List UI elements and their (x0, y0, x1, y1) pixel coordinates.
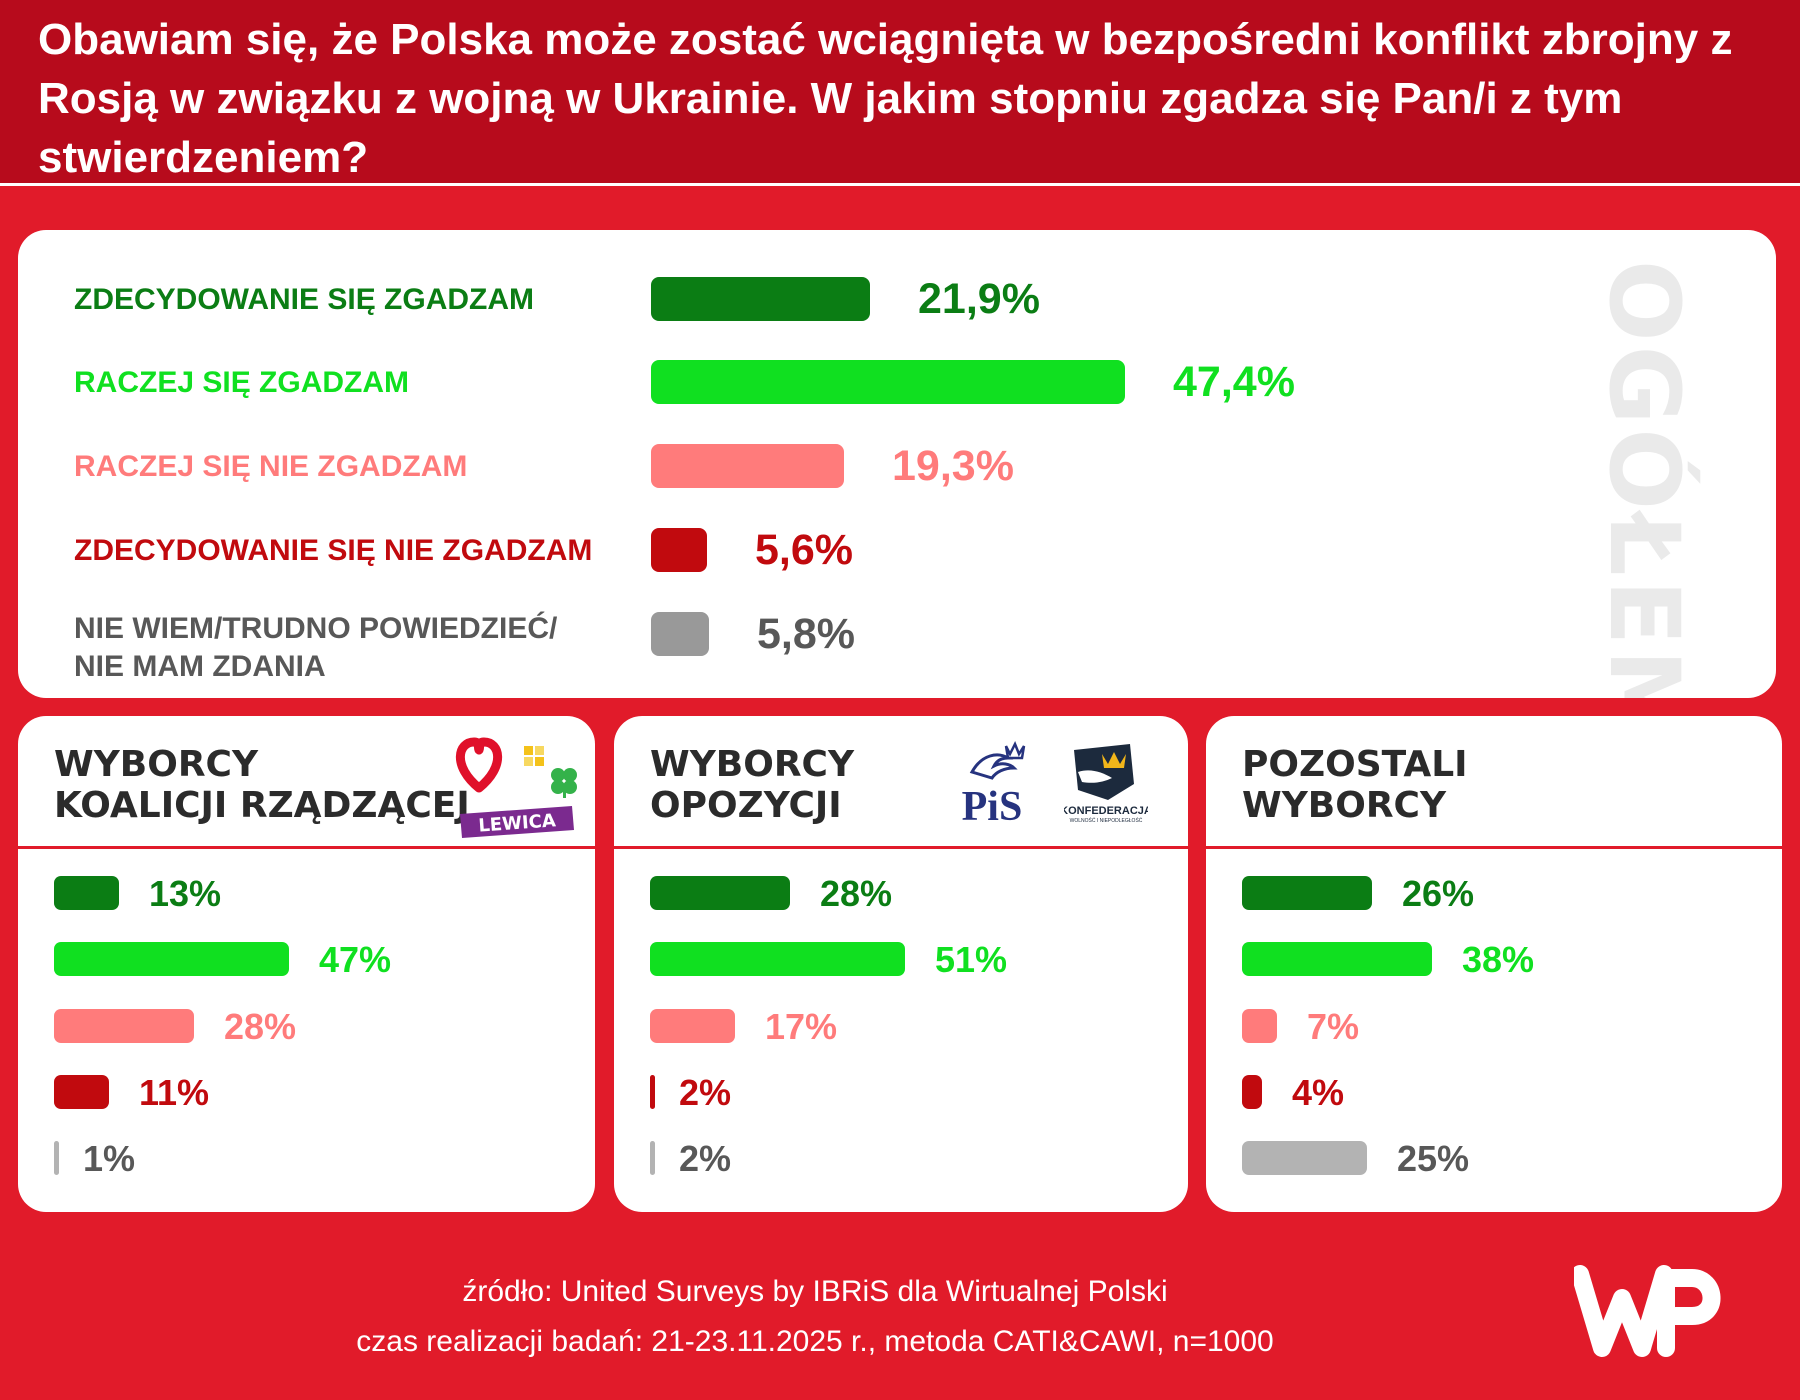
tdpl-icon (524, 746, 544, 766)
crown-icon (1004, 740, 1026, 760)
value-label: 28% (820, 873, 893, 914)
bar (54, 1009, 194, 1043)
category-label-line: ZDECYDOWANIE SIĘ ZGADZAM (74, 283, 535, 316)
bar (650, 1075, 655, 1109)
others-title: POZOSTALI WYBORCY (1242, 744, 1468, 826)
others-separator (1206, 846, 1782, 849)
eagle-icon (1078, 770, 1112, 783)
coalition-card: WYBORCY KOALICJI RZĄDZĄCEJ LEWICA 13% 47%… (18, 716, 595, 1212)
value-label: 2% (679, 1138, 732, 1179)
category-label-line: NIE WIEM/TRUDNO POWIEDZIEĆ/ (74, 612, 558, 645)
value-label: 13% (149, 873, 222, 914)
bar (54, 876, 119, 910)
value-label: 5,6% (755, 526, 854, 574)
value-label: 25% (1397, 1138, 1470, 1179)
page-title: Obawiam się, że Polska może zostać wciąg… (38, 15, 1733, 182)
overall-card: ZDECYDOWANIE SIĘ ZGADZAM 21,9% RACZEJ SIĘ … (18, 230, 1776, 698)
bar (1242, 1009, 1277, 1043)
category-label: RACZEJ SIĘ NIE ZGADZAM (74, 448, 467, 486)
bar (651, 444, 844, 488)
opposition-separator (614, 846, 1188, 849)
bar (54, 1075, 109, 1109)
konfederacja-subtext: WOLNOŚĆ I NIEPODLEGŁOŚĆ (1070, 816, 1143, 824)
bar (651, 360, 1125, 404)
category-label: ZDECYDOWANIE SIĘ NIE ZGADZAM (74, 532, 592, 570)
header: Obawiam się, że Polska może zostać wciąg… (0, 0, 1800, 186)
bar (1242, 1141, 1367, 1175)
bar (1242, 942, 1432, 976)
category-label-line: RACZEJ SIĘ NIE ZGADZAM (74, 450, 468, 483)
value-label: 11% (139, 1072, 210, 1113)
value-label: 1% (83, 1138, 136, 1179)
category-label: NIE WIEM/TRUDNO POWIEDZIEĆ/NIE MAM ZDANI… (74, 610, 557, 686)
opposition-title-line-2: OPOZYCJI (650, 785, 842, 826)
bar (651, 277, 870, 321)
bar (650, 942, 905, 976)
pis-logo: PiS (962, 740, 1026, 828)
value-label: 17% (765, 1006, 838, 1047)
opposition-title: WYBORCY OPOZYCJI (650, 744, 854, 826)
value-label: 51% (935, 939, 1008, 980)
heart-icon (456, 737, 502, 793)
method-text: czas realizacji badań: 21-23.11.2025 r.,… (356, 1325, 1274, 1358)
others-title-line-2: WYBORCY (1242, 785, 1447, 826)
others-card: POZOSTALI WYBORCY 26% 38% 7% 4% 25% (1206, 716, 1782, 1212)
lewica-text: LEWICA (478, 810, 557, 836)
value-label: 7% (1307, 1006, 1360, 1047)
konfederacja-logo: KONFEDERACJA WOLNOŚĆ I NIEPODLEGŁOŚĆ (1064, 744, 1148, 824)
category-label-line: ZDECYDOWANIE SIĘ NIE ZGADZAM (74, 534, 593, 567)
coalition-title-line-2: KOALICJI RZĄDZĄCEJ (54, 785, 470, 826)
opposition-title-line-1: WYBORCY (650, 744, 855, 785)
eagle-icon (969, 753, 1018, 780)
bar (650, 1141, 655, 1175)
value-label: 4% (1292, 1072, 1345, 1113)
value-label: 21,9% (918, 275, 1040, 323)
wp-text: WP (1574, 1264, 1576, 1265)
value-label: 38% (1462, 939, 1535, 980)
bar (54, 1141, 59, 1175)
category-label-line: NIE MAM ZDANIA (74, 650, 326, 683)
bar (650, 876, 790, 910)
crown-icon (1102, 752, 1126, 768)
overall-title: OGÓŁEM (1588, 260, 1700, 698)
konfederacja-text: KONFEDERACJA (1064, 805, 1148, 817)
coalition-separator (18, 846, 595, 849)
wp-logo: WP (1574, 1264, 1721, 1357)
bar (650, 1009, 735, 1043)
bar (651, 528, 707, 572)
category-label-line: RACZEJ SIĘ ZGADZAM (74, 366, 410, 399)
bar (54, 942, 289, 976)
value-label: 28% (224, 1006, 297, 1047)
clover-icon (551, 768, 577, 798)
pis-text: PiS (962, 784, 1023, 828)
value-label: 47% (319, 939, 392, 980)
value-label: 5,8% (757, 610, 856, 658)
category-label: RACZEJ SIĘ ZGADZAM (74, 364, 409, 402)
source-text: źródło: United Surveys by IBRiS dla Wirt… (462, 1275, 1168, 1308)
coalition-title: WYBORCY KOALICJI RZĄDZĄCEJ (54, 744, 470, 826)
value-label: 47,4% (1173, 358, 1295, 406)
coalition-title-line-1: WYBORCY (54, 744, 259, 785)
value-label: 2% (679, 1072, 732, 1113)
opposition-card: WYBORCY OPOZYCJI PiS KONFEDERACJA WOLNOŚ… (614, 716, 1188, 1212)
category-label: ZDECYDOWANIE SIĘ ZGADZAM (74, 281, 534, 319)
bar (1242, 876, 1372, 910)
others-title-line-1: POZOSTALI (1242, 744, 1468, 785)
value-label: 19,3% (892, 442, 1014, 490)
bar (651, 612, 709, 656)
lewica-logo: LEWICA (460, 806, 574, 838)
bar (1242, 1075, 1262, 1109)
coalition-logos: LEWICA (456, 737, 577, 838)
value-label: 26% (1402, 873, 1475, 914)
